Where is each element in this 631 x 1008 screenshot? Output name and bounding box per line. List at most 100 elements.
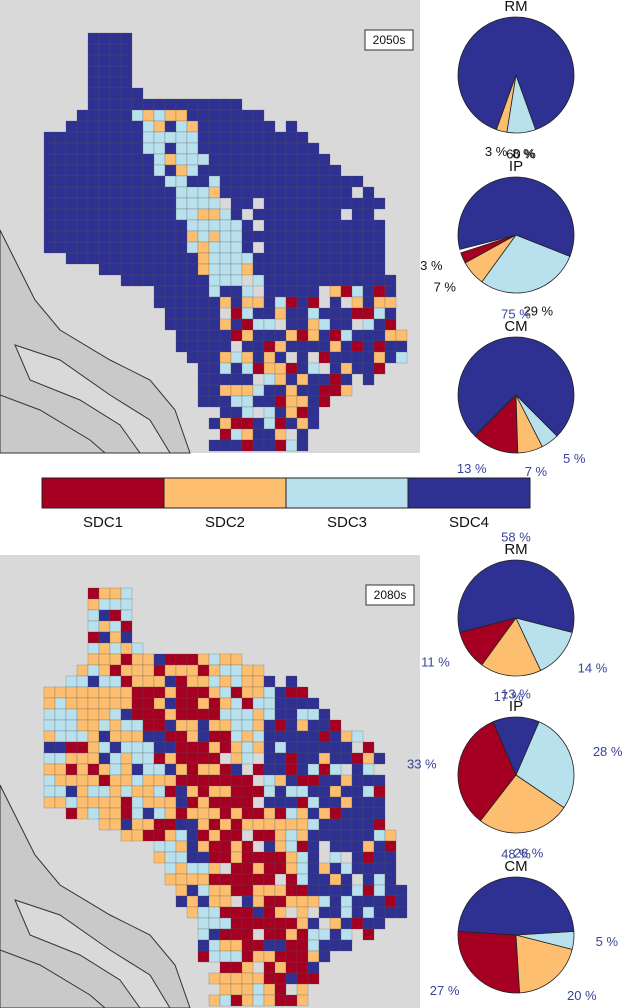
map-cell xyxy=(263,219,276,232)
map-cell xyxy=(197,285,210,298)
map-cell xyxy=(373,785,386,798)
map-cell xyxy=(175,752,188,765)
map-cell xyxy=(153,675,166,688)
map-cell xyxy=(76,719,89,732)
map-cell xyxy=(164,664,177,677)
pie-value-label: 7 % xyxy=(525,464,548,479)
map-cell xyxy=(263,362,276,375)
map-cell xyxy=(285,329,298,342)
map-cell xyxy=(230,428,243,441)
map-cell xyxy=(87,175,100,188)
map-cell xyxy=(186,675,199,688)
map-cell xyxy=(296,917,309,930)
map-cell xyxy=(329,873,342,886)
map-cell xyxy=(87,197,100,210)
map-cell xyxy=(120,807,133,820)
map-cell xyxy=(208,417,221,430)
map-cell xyxy=(120,252,133,265)
map-cell xyxy=(384,307,397,320)
map-cell xyxy=(109,32,122,45)
pie-title: IP xyxy=(509,158,523,175)
map-cell xyxy=(54,131,67,144)
map-cell xyxy=(329,807,342,820)
map-cell xyxy=(318,785,331,798)
map-cell xyxy=(120,675,133,688)
map-cell xyxy=(142,664,155,677)
coastline xyxy=(0,394,106,454)
map-cell xyxy=(98,142,111,155)
pie-value-label: 26 % xyxy=(514,845,544,860)
map-cell xyxy=(230,818,243,831)
map-cell xyxy=(340,362,353,375)
map-cell xyxy=(197,109,210,122)
map-cell xyxy=(263,961,276,974)
map-cell xyxy=(285,796,298,809)
map-cell xyxy=(241,961,254,974)
map-cell xyxy=(296,708,309,721)
map-cell xyxy=(296,939,309,952)
map-cell xyxy=(252,131,265,144)
map-cell xyxy=(164,98,177,111)
map-cell xyxy=(274,296,287,309)
map-cell xyxy=(340,796,353,809)
map-cell xyxy=(241,950,254,963)
map-cell xyxy=(153,230,166,243)
map-cell xyxy=(197,818,210,831)
map-cell xyxy=(274,972,287,985)
map-cell xyxy=(76,197,89,210)
map-cell xyxy=(109,43,122,56)
map-cell xyxy=(164,807,177,820)
map-cell xyxy=(252,884,265,897)
map-cell xyxy=(373,351,386,364)
map-cell xyxy=(98,164,111,177)
map-cell xyxy=(252,120,265,133)
map-cell xyxy=(340,307,353,320)
map-cell xyxy=(164,675,177,688)
pie-value-label: 7 % xyxy=(434,279,457,294)
map-cell xyxy=(307,862,320,875)
map-cell xyxy=(252,318,265,331)
map-cell xyxy=(208,197,221,210)
map-cell xyxy=(54,796,67,809)
map-cell xyxy=(351,252,364,265)
map-cell xyxy=(329,274,342,287)
map-cell xyxy=(384,318,397,331)
map-cell xyxy=(109,219,122,232)
map-cell xyxy=(274,164,287,177)
map-cell xyxy=(54,230,67,243)
map-cell xyxy=(307,785,320,798)
map-cell xyxy=(164,752,177,765)
map-cell xyxy=(120,796,133,809)
map-cell xyxy=(230,285,243,298)
map-cell xyxy=(285,274,298,287)
map-cell xyxy=(362,906,375,919)
map-cell xyxy=(230,373,243,386)
map-cell xyxy=(120,598,133,611)
map-cell xyxy=(362,851,375,864)
map-cell xyxy=(98,752,111,765)
map-cell xyxy=(263,197,276,210)
map-cell xyxy=(65,241,78,254)
map-cell xyxy=(252,296,265,309)
map-cell xyxy=(296,851,309,864)
map-cell xyxy=(285,417,298,430)
map-cell xyxy=(87,54,100,67)
map-cell xyxy=(208,219,221,232)
map-cell xyxy=(263,719,276,732)
map-cell xyxy=(340,818,353,831)
map-cell xyxy=(362,818,375,831)
coastline xyxy=(14,899,171,1008)
map-cell xyxy=(54,730,67,743)
map-cell xyxy=(109,142,122,155)
map-cell xyxy=(351,763,364,776)
map-cell xyxy=(208,895,221,908)
map-cell xyxy=(252,686,265,699)
map-cell xyxy=(131,230,144,243)
map-cell xyxy=(219,142,232,155)
map-cell xyxy=(230,785,243,798)
map-cell xyxy=(153,131,166,144)
map-cell xyxy=(109,120,122,133)
map-cell xyxy=(208,318,221,331)
map-cell xyxy=(142,98,155,111)
map-cell xyxy=(186,263,199,276)
